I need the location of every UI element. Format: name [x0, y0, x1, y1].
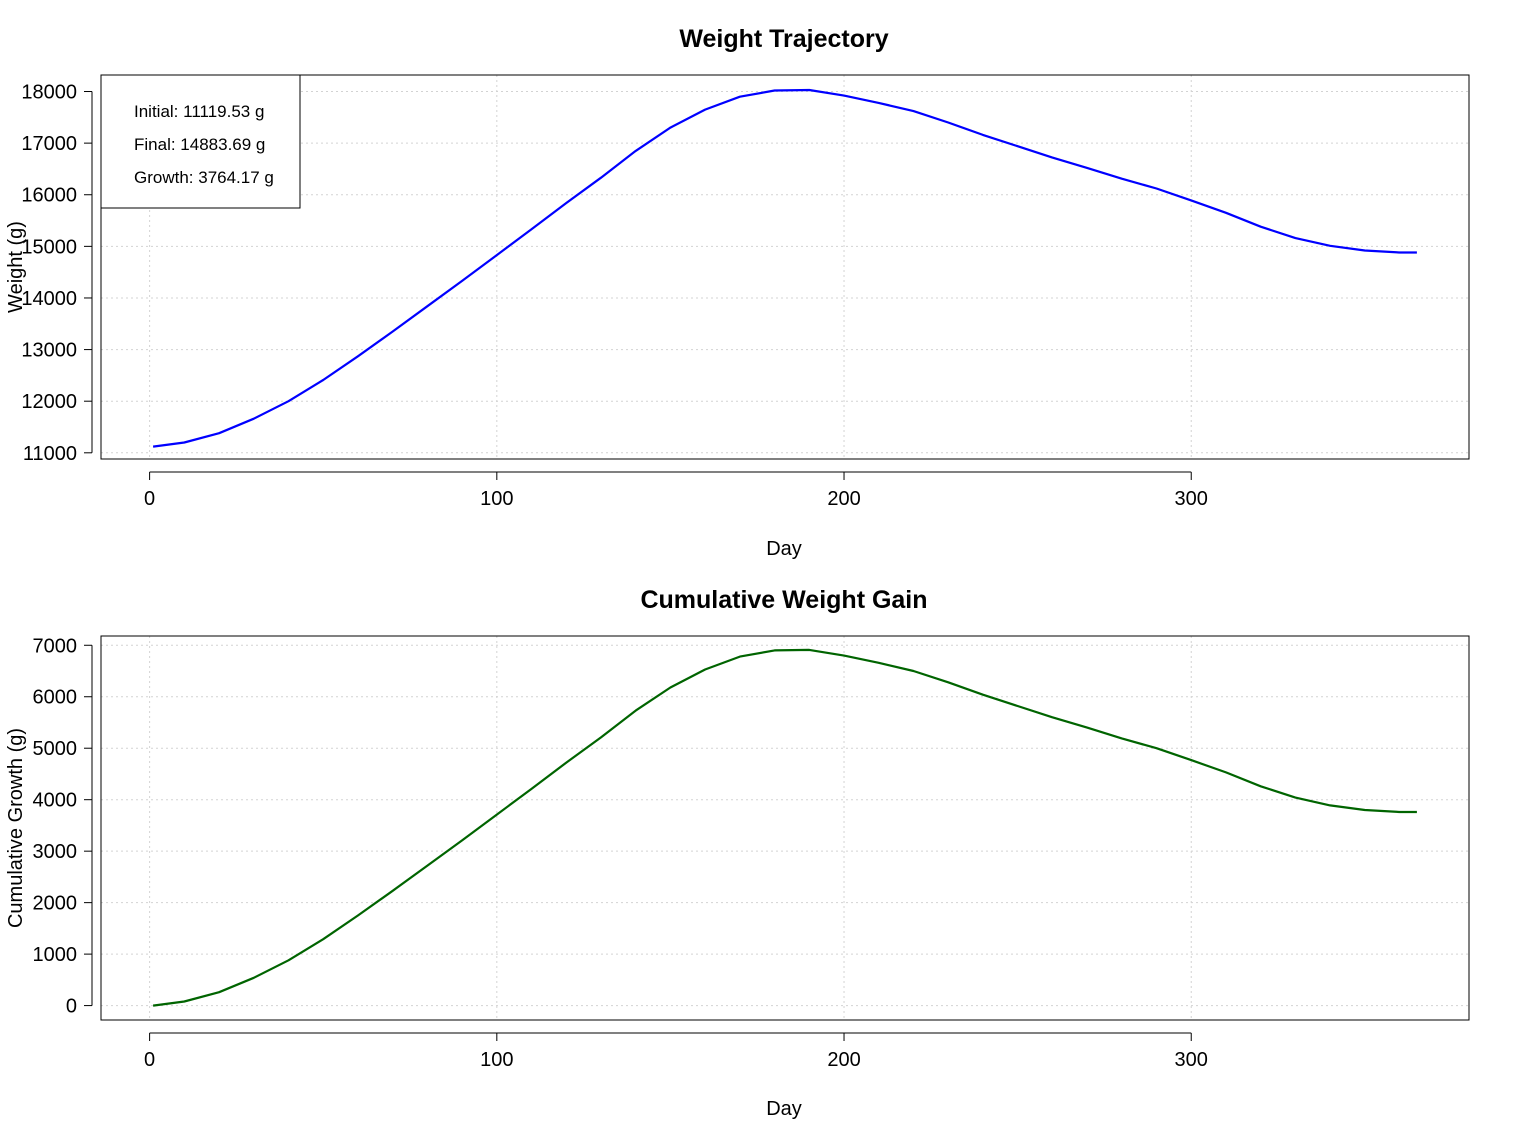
y-tick-label: 17000	[21, 133, 77, 155]
y-tick-label: 15000	[21, 236, 77, 258]
chart-title: Cumulative Weight Gain	[640, 586, 927, 614]
weight-trajectory-panel: Weight Trajectory 0 100 200 300 11000120001…	[5, 25, 1470, 560]
x-axis: 0 100 200 300	[144, 471, 1208, 510]
legend-box	[100, 74, 301, 209]
plot-frame	[100, 635, 1470, 1021]
y-tick-label: 0	[66, 996, 77, 1018]
y-tick-label: 7000	[33, 635, 78, 657]
y-axis-label: Cumulative Growth (g)	[5, 728, 27, 928]
y-tick-label: 4000	[33, 790, 78, 812]
grid	[101, 636, 1469, 1020]
x-tick-label: 300	[1175, 1049, 1208, 1071]
y-axis-label: Weight (g)	[5, 221, 27, 313]
legend: Initial: 11119.53 g Final: 14883.69 g Gr…	[100, 74, 301, 209]
y-tick-label: 18000	[21, 82, 77, 104]
x-axis-label: Day	[766, 1098, 802, 1120]
y-axis: 0 1000 2000 3000 4000 5000 6000 7000	[33, 635, 93, 1018]
plot-frame	[100, 74, 1470, 460]
y-tick-label: 16000	[21, 185, 77, 207]
y-tick-label: 11000	[23, 443, 77, 465]
y-tick-label: 5000	[33, 738, 78, 760]
x-tick-label: 0	[144, 1049, 155, 1071]
y-axis: 11000 12000 13000 14000 15000 16000 17000 18000	[21, 82, 93, 465]
x-tick-label: 100	[480, 488, 513, 510]
x-tick-label: 200	[827, 1049, 860, 1071]
x-axis-label: Day	[766, 538, 802, 560]
x-tick-label: 300	[1175, 488, 1208, 510]
grid	[101, 75, 1469, 459]
legend-growth: Growth: 3764.17 g	[134, 168, 274, 187]
y-tick-label: 2000	[33, 893, 78, 915]
x-tick-label: 0	[144, 488, 155, 510]
y-tick-label: 13000	[21, 340, 77, 362]
series-layer	[152, 88, 1417, 448]
y-tick-label: 6000	[33, 687, 78, 709]
series-line	[152, 648, 1417, 1007]
y-tick-label: 12000	[21, 391, 77, 413]
x-axis: 0 100 200 300	[144, 1032, 1208, 1071]
y-tick-label: 1000	[33, 944, 78, 966]
series-layer	[152, 648, 1417, 1007]
y-tick-label: 3000	[33, 841, 78, 863]
x-tick-label: 200	[827, 488, 860, 510]
chart-title: Weight Trajectory	[679, 25, 888, 53]
y-tick-label: 14000	[21, 288, 77, 310]
x-tick-label: 100	[480, 1049, 513, 1071]
legend-final: Final: 14883.69 g	[134, 135, 265, 154]
series-line	[152, 88, 1417, 448]
legend-initial: Initial: 11119.53 g	[134, 102, 264, 121]
cumulative-gain-panel: Cumulative Weight Gain 0 100 200 300 0 1000 2…	[5, 586, 1470, 1120]
